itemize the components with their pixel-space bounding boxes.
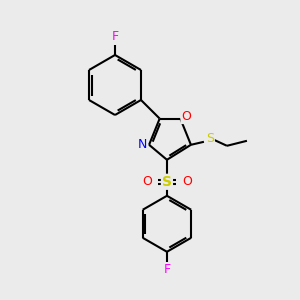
Text: F: F (164, 263, 170, 276)
Text: N: N (137, 138, 147, 151)
Text: S: S (162, 175, 172, 189)
Text: F: F (111, 31, 118, 44)
Text: S: S (206, 132, 214, 145)
Text: O: O (182, 175, 192, 188)
Text: O: O (182, 110, 191, 123)
Text: O: O (142, 175, 152, 188)
